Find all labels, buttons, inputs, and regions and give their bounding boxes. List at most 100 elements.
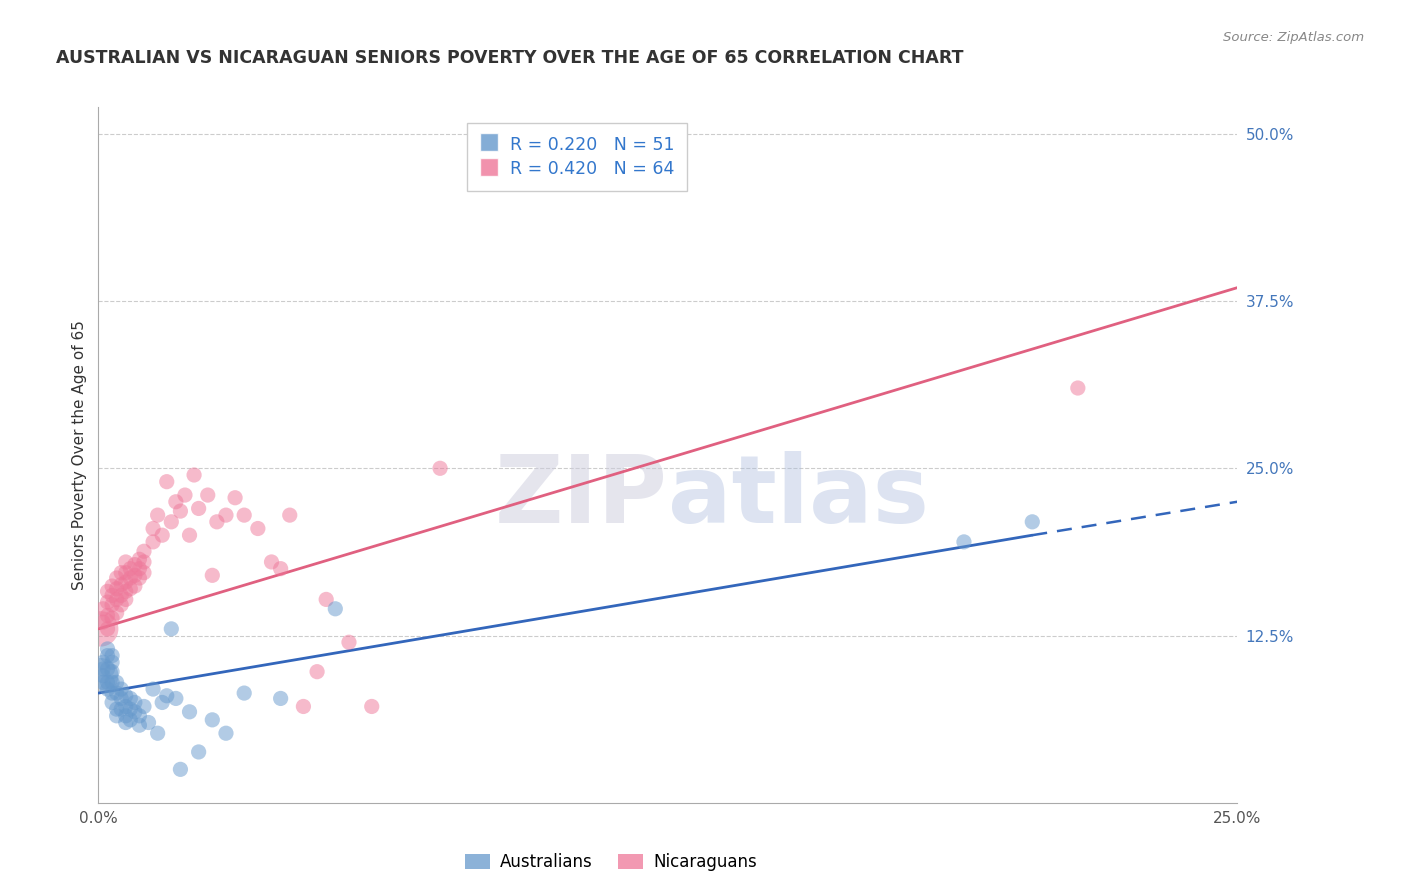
Point: [150, 528, 173, 542]
Text: AUSTRALIAN VS NICARAGUAN SENIORS POVERTY OVER THE AGE OF 65 CORRELATION CHART: AUSTRALIAN VS NICARAGUAN SENIORS POVERTY…: [56, 49, 963, 67]
Point: [246, 521, 269, 535]
Point: [91, 662, 114, 676]
Point: [953, 534, 976, 549]
Point: [307, 665, 329, 679]
Point: [91, 602, 114, 616]
Point: [124, 705, 146, 719]
Point: [110, 566, 132, 580]
Point: [183, 467, 205, 482]
Point: [174, 488, 197, 502]
Point: [91, 669, 114, 683]
Point: [110, 589, 132, 603]
Point: [101, 696, 124, 710]
Point: [224, 491, 246, 505]
Point: [270, 691, 292, 706]
Point: [169, 504, 191, 518]
Point: [205, 515, 228, 529]
Point: [146, 508, 169, 523]
Point: [128, 562, 150, 576]
Point: [156, 689, 179, 703]
Point: [429, 461, 451, 475]
Point: [114, 555, 136, 569]
Point: [160, 622, 183, 636]
Point: [128, 718, 150, 732]
Point: [96, 675, 118, 690]
Point: [110, 702, 132, 716]
Point: [132, 699, 155, 714]
Point: [101, 675, 124, 690]
Point: [138, 715, 160, 730]
Point: [132, 544, 155, 558]
Point: [169, 762, 191, 776]
Point: [124, 558, 146, 572]
Point: [120, 582, 142, 596]
Point: [105, 592, 128, 607]
Point: [315, 592, 337, 607]
Point: [110, 691, 132, 706]
Point: [146, 726, 169, 740]
Point: [165, 494, 187, 508]
Point: [156, 475, 179, 489]
Point: [120, 691, 142, 706]
Point: [120, 702, 142, 716]
Point: [120, 571, 142, 585]
Point: [101, 655, 124, 669]
Point: [292, 699, 315, 714]
Point: [90, 622, 112, 636]
Point: [187, 501, 209, 516]
Point: [105, 606, 128, 620]
Point: [201, 568, 224, 582]
Point: [101, 686, 124, 700]
Point: [110, 578, 132, 592]
Point: [91, 655, 114, 669]
Point: [197, 488, 219, 502]
Point: [105, 571, 128, 585]
Point: [360, 699, 382, 714]
Point: [124, 696, 146, 710]
Point: [1067, 381, 1090, 395]
Point: [105, 702, 128, 716]
Point: [96, 642, 118, 657]
Point: [124, 568, 146, 582]
Point: [101, 665, 124, 679]
Point: [260, 555, 283, 569]
Point: [120, 713, 142, 727]
Point: [165, 691, 187, 706]
Point: [110, 681, 132, 696]
Point: [101, 589, 124, 603]
Point: [142, 534, 165, 549]
Point: [101, 611, 124, 625]
Point: [105, 686, 128, 700]
Point: [128, 552, 150, 566]
Point: [233, 686, 256, 700]
Point: [110, 598, 132, 612]
Point: [101, 648, 124, 663]
Point: [96, 681, 118, 696]
Point: [105, 675, 128, 690]
Text: atlas: atlas: [668, 450, 929, 542]
Point: [142, 521, 165, 535]
Y-axis label: Seniors Poverty Over the Age of 65: Seniors Poverty Over the Age of 65: [72, 320, 87, 590]
Point: [91, 675, 114, 690]
Point: [96, 662, 118, 676]
Point: [179, 528, 201, 542]
Point: [114, 708, 136, 723]
Point: [179, 705, 201, 719]
Text: ZIP: ZIP: [495, 450, 668, 542]
Point: [101, 598, 124, 612]
Point: [233, 508, 256, 523]
Point: [114, 592, 136, 607]
Point: [96, 595, 118, 609]
Legend: Australians, Nicaraguans: Australians, Nicaraguans: [458, 847, 763, 878]
Point: [337, 635, 360, 649]
Point: [160, 515, 183, 529]
Point: [215, 726, 238, 740]
Point: [128, 708, 150, 723]
Point: [215, 508, 238, 523]
Point: [323, 602, 346, 616]
Point: [101, 579, 124, 593]
Point: [90, 669, 112, 683]
Point: [187, 745, 209, 759]
Point: [201, 713, 224, 727]
Point: [142, 681, 165, 696]
